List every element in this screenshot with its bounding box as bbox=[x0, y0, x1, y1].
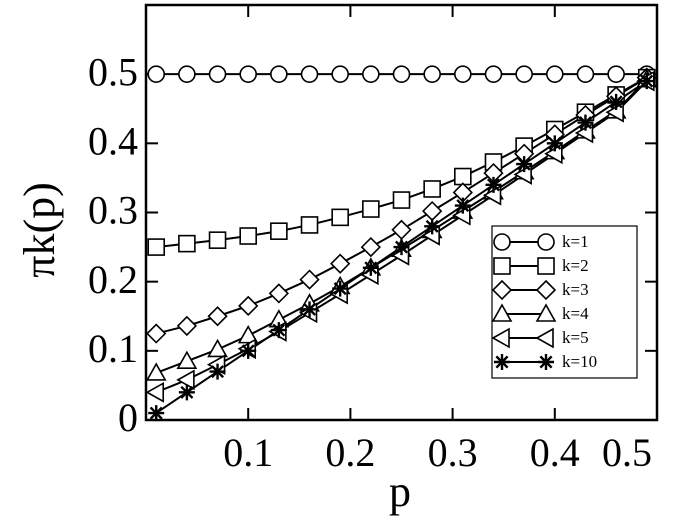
data-point bbox=[208, 65, 227, 83]
legend-label: k=1 bbox=[562, 232, 589, 251]
data-point bbox=[423, 65, 441, 83]
data-point bbox=[147, 238, 166, 256]
data-point bbox=[209, 363, 226, 380]
data-point bbox=[270, 65, 288, 83]
legend-marker bbox=[493, 233, 511, 251]
x-tick-label: 0.5 bbox=[602, 430, 652, 475]
data-point bbox=[178, 234, 196, 253]
legend-marker bbox=[491, 279, 513, 301]
data-point bbox=[516, 156, 533, 173]
data-point bbox=[145, 362, 167, 381]
data-point bbox=[424, 218, 441, 235]
legend-marker bbox=[535, 303, 557, 322]
data-point bbox=[146, 323, 167, 344]
data-point bbox=[393, 239, 410, 256]
legend-marker bbox=[494, 354, 510, 370]
data-point bbox=[270, 222, 288, 240]
legend-label: k=3 bbox=[562, 280, 589, 299]
data-point bbox=[147, 65, 166, 83]
data-point bbox=[422, 200, 443, 222]
data-point bbox=[239, 227, 257, 245]
legend-marker bbox=[493, 257, 511, 275]
data-point bbox=[454, 197, 471, 214]
x-tick-label: 0.2 bbox=[325, 430, 375, 475]
y-axis-label: πk(p) bbox=[15, 182, 64, 278]
data-point bbox=[360, 236, 381, 258]
data-point bbox=[237, 324, 259, 344]
legend-label: k=4 bbox=[562, 304, 589, 323]
data-point bbox=[392, 191, 411, 209]
x-tick-label: 0.3 bbox=[428, 430, 478, 475]
data-point bbox=[454, 65, 472, 83]
data-point bbox=[330, 253, 351, 274]
data-point bbox=[299, 269, 320, 290]
data-point bbox=[362, 259, 379, 276]
legend-marker bbox=[491, 327, 510, 349]
legend-marker bbox=[491, 303, 513, 322]
data-point bbox=[362, 65, 380, 83]
data-point bbox=[239, 65, 257, 83]
legend-label: k=2 bbox=[562, 256, 589, 275]
data-point bbox=[240, 342, 257, 359]
data-point bbox=[454, 167, 472, 186]
data-point bbox=[270, 322, 287, 339]
data-point bbox=[176, 315, 198, 337]
x-tick-label: 0.4 bbox=[530, 430, 580, 475]
y-tick-label: 0.5 bbox=[88, 49, 138, 94]
data-point bbox=[484, 65, 503, 83]
data-point bbox=[178, 384, 195, 401]
legend-label: k=5 bbox=[562, 328, 589, 347]
data-point bbox=[608, 93, 625, 110]
legend-marker bbox=[538, 354, 554, 370]
legend-marker bbox=[535, 279, 557, 301]
y-tick-label: 0.4 bbox=[88, 119, 138, 164]
data-point bbox=[268, 283, 289, 304]
data-point bbox=[331, 208, 349, 227]
y-tick-label: 0.3 bbox=[88, 188, 138, 233]
legend-label: k=10 bbox=[562, 352, 597, 371]
data-point bbox=[238, 295, 259, 317]
data-point bbox=[576, 65, 595, 83]
data-point bbox=[577, 114, 594, 131]
data-point bbox=[207, 306, 228, 327]
data-point bbox=[331, 65, 349, 83]
data-point bbox=[362, 200, 380, 218]
data-point bbox=[391, 219, 412, 240]
data-point bbox=[300, 216, 319, 234]
legend-marker bbox=[535, 327, 554, 349]
legend-marker bbox=[537, 257, 555, 275]
data-point bbox=[145, 381, 165, 403]
legend-box bbox=[491, 225, 638, 379]
y-tick-label: 0.1 bbox=[88, 326, 138, 371]
data-point bbox=[301, 301, 318, 318]
legend-marker bbox=[537, 233, 555, 251]
data-point bbox=[300, 65, 319, 83]
x-axis-label: p bbox=[389, 467, 411, 516]
data-point bbox=[638, 73, 655, 90]
data-point bbox=[178, 65, 196, 83]
data-point bbox=[515, 65, 533, 83]
y-tick-label: 0.2 bbox=[88, 257, 138, 302]
data-point bbox=[176, 350, 198, 370]
data-point bbox=[208, 231, 227, 249]
x-tick-label: 0.1 bbox=[223, 430, 273, 475]
data-point bbox=[392, 65, 411, 83]
y-tick-label: 0 bbox=[118, 395, 138, 440]
data-point bbox=[207, 338, 228, 358]
data-point bbox=[607, 65, 625, 83]
data-point bbox=[485, 176, 502, 193]
data-point bbox=[423, 180, 441, 198]
plot-frame bbox=[144, 3, 659, 422]
data-point bbox=[546, 135, 563, 152]
data-point bbox=[545, 65, 564, 83]
data-point bbox=[332, 280, 349, 297]
data-point bbox=[148, 405, 165, 422]
